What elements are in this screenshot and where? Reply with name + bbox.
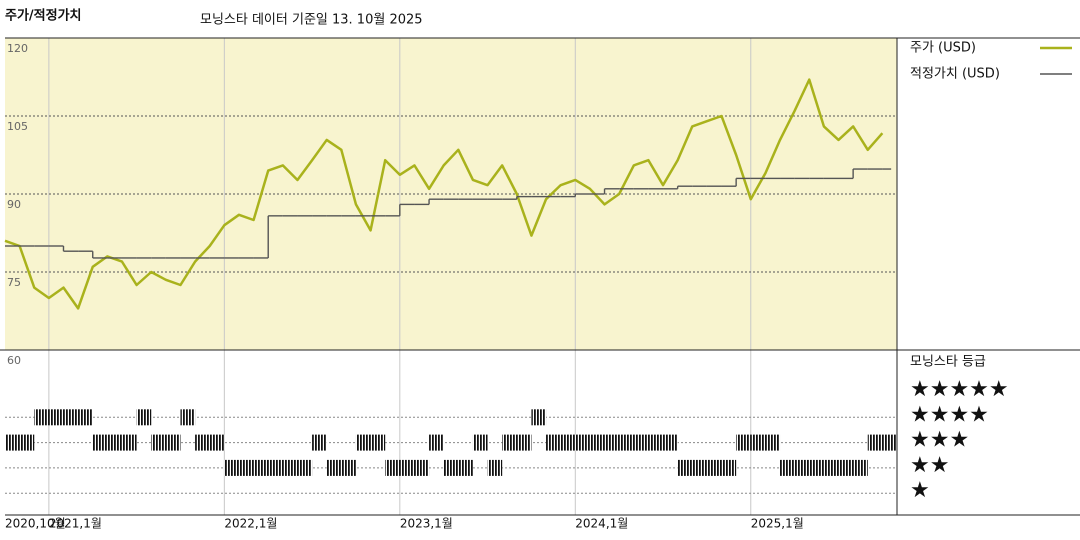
x-tick-label: 2022,1월 bbox=[224, 517, 277, 531]
step-connector bbox=[62, 169, 854, 258]
rating-bar bbox=[546, 434, 678, 451]
rating-bar bbox=[750, 434, 781, 451]
rating-bar bbox=[531, 409, 547, 426]
legend-label: 주가 (USD) bbox=[910, 41, 976, 56]
rating-bar bbox=[502, 434, 532, 451]
rating-bar bbox=[136, 409, 152, 426]
rating-bar bbox=[195, 434, 225, 451]
rating-bar bbox=[5, 434, 35, 451]
chart-title: 주가/적정가치 bbox=[5, 8, 82, 24]
y-tick-label: 120 bbox=[7, 42, 28, 55]
chart-subtitle: 모닝스타 데이터 기준일 13. 10월 2025 bbox=[200, 13, 423, 28]
y-tick-label: 60 bbox=[7, 354, 21, 367]
rating-bar bbox=[355, 434, 386, 451]
legend-label: 적정가치 (USD) bbox=[910, 67, 1000, 82]
x-tick-label: 2020,10월 bbox=[5, 517, 66, 531]
rating-bar bbox=[867, 434, 897, 451]
x-tick-label: 2025,1월 bbox=[751, 517, 804, 531]
rating-bar bbox=[736, 434, 751, 451]
rating-bar bbox=[34, 409, 93, 426]
rating-bar bbox=[780, 459, 868, 476]
rating-bar bbox=[151, 434, 181, 451]
rating-bar bbox=[92, 434, 137, 451]
rating-bar bbox=[472, 434, 488, 451]
y-tick-label: 75 bbox=[7, 276, 21, 289]
x-tick-label: 2021,1월 bbox=[49, 517, 102, 531]
rating-bar bbox=[385, 459, 430, 476]
rating-legend-label: ★★★★ bbox=[910, 402, 989, 427]
rating-bar bbox=[180, 409, 196, 426]
rating-bar bbox=[326, 459, 356, 476]
rating-legend-label: ★ bbox=[910, 478, 930, 503]
rating-bar bbox=[312, 434, 327, 451]
price-line bbox=[4, 78, 884, 310]
rating-bar bbox=[224, 459, 313, 476]
rating-legend-label: ★★ bbox=[910, 453, 949, 478]
y-tick-label: 90 bbox=[7, 198, 21, 211]
x-tick-label: 2023,1월 bbox=[400, 517, 453, 531]
rating-legend-label: ★★★ bbox=[910, 428, 969, 453]
rating-bar bbox=[677, 459, 737, 476]
rating-bar bbox=[429, 434, 444, 451]
rating-legend-label: ★★★★★ bbox=[910, 377, 1009, 402]
rating-bar bbox=[443, 459, 473, 476]
rating-bar bbox=[487, 459, 503, 476]
rating-title: 모닝스타 등급 bbox=[910, 355, 986, 370]
y-tick-label: 105 bbox=[7, 120, 28, 133]
x-tick-label: 2024,1월 bbox=[575, 517, 628, 531]
